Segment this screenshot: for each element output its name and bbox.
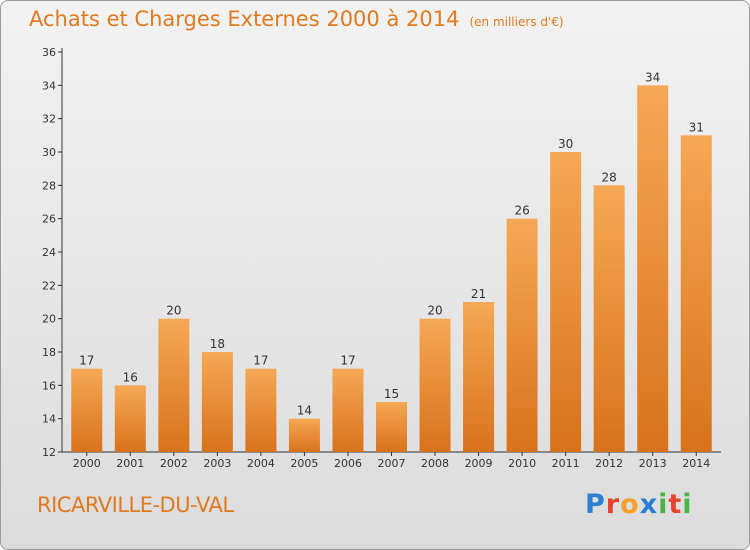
bar-value-label: 28: [602, 170, 617, 184]
bar: [593, 185, 625, 453]
y-tick-label: 30: [42, 146, 56, 159]
bar: [288, 418, 320, 452]
bar: [680, 135, 712, 453]
bar: [201, 352, 233, 452]
bar: [114, 385, 146, 452]
x-tick-label: 2011: [552, 457, 580, 470]
y-tick-label: 34: [42, 79, 56, 92]
bar: [71, 368, 103, 452]
y-tick-label: 12: [42, 446, 56, 459]
bar-value-label: 18: [210, 337, 225, 351]
chart-title-unit: (en milliers d'€): [469, 15, 564, 29]
y-tick-label: 16: [42, 379, 56, 392]
bar-value-label: 34: [645, 70, 660, 84]
x-tick-label: 2008: [421, 457, 449, 470]
y-tick-label: 26: [42, 213, 56, 226]
commune-name: RICARVILLE-DU-VAL: [37, 493, 234, 517]
bar-value-label: 14: [297, 404, 312, 418]
x-tick-label: 2006: [334, 457, 362, 470]
x-tick-label: 2014: [682, 457, 710, 470]
y-tick-label: 28: [42, 179, 56, 192]
y-tick-label: 24: [42, 246, 56, 259]
y-tick-label: 22: [42, 279, 56, 292]
bar-value-label: 17: [340, 354, 355, 368]
bar: [332, 368, 364, 452]
bar-value-label: 20: [166, 304, 181, 318]
bar-value-label: 21: [471, 287, 486, 301]
bar: [245, 368, 277, 452]
x-tick-label: 2009: [465, 457, 493, 470]
y-tick-label: 20: [42, 313, 56, 326]
bar: [158, 318, 190, 452]
bar: [550, 152, 582, 452]
proxiti-logo: Proxiti: [585, 489, 693, 520]
bar: [637, 85, 669, 452]
bar: [419, 318, 451, 452]
x-tick-label: 2007: [378, 457, 406, 470]
bar: [506, 218, 538, 452]
bar-value-label: 15: [384, 387, 399, 401]
bar-value-label: 16: [123, 370, 138, 384]
y-tick-label: 36: [42, 46, 56, 59]
x-tick-label: 2010: [508, 457, 536, 470]
x-tick-label: 2012: [595, 457, 623, 470]
bar: [376, 402, 407, 452]
y-tick-label: 32: [42, 113, 56, 126]
x-tick-label: 2003: [203, 457, 231, 470]
chart-title: Achats et Charges Externes 2000 à 2014 (e…: [29, 7, 564, 31]
bar-value-label: 31: [689, 120, 704, 134]
y-tick-label: 18: [42, 346, 56, 359]
bar-value-label: 26: [514, 204, 529, 218]
bar-value-label: 30: [558, 137, 573, 151]
x-tick-label: 2000: [73, 457, 101, 470]
x-tick-label: 2002: [160, 457, 188, 470]
x-tick-label: 2001: [116, 457, 144, 470]
bar: [463, 302, 495, 452]
x-tick-label: 2013: [639, 457, 667, 470]
bar-value-label: 17: [79, 354, 94, 368]
x-tick-label: 2004: [247, 457, 275, 470]
bar-value-label: 20: [427, 304, 442, 318]
bar-value-label: 17: [253, 354, 268, 368]
x-tick-label: 2005: [290, 457, 318, 470]
chart-title-main: Achats et Charges Externes 2000 à 2014: [29, 7, 460, 31]
y-tick-label: 14: [42, 413, 56, 426]
